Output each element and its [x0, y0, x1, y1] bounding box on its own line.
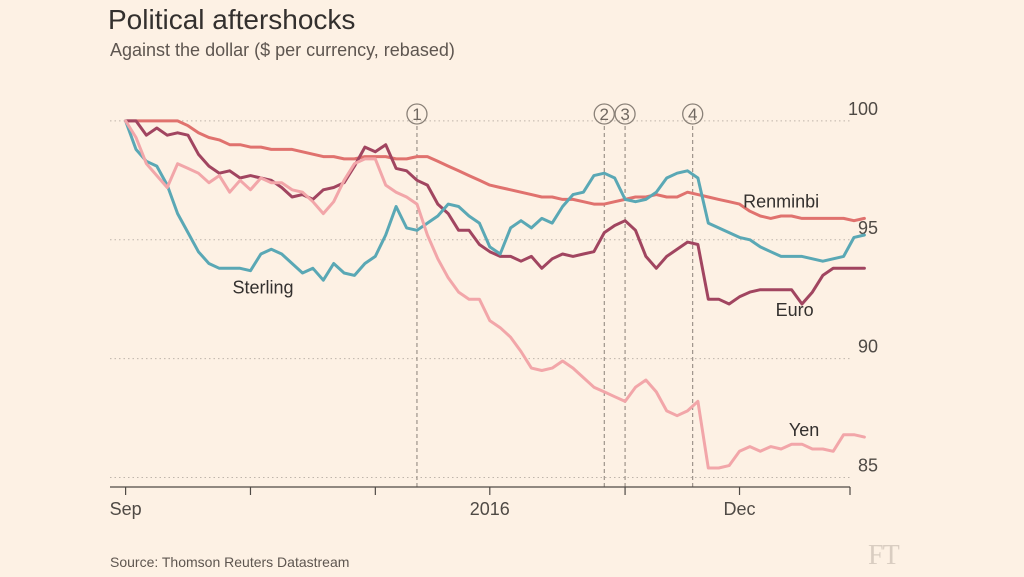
chart-subtitle: Against the dollar ($ per currency, reba… — [110, 40, 455, 60]
y-tick-label-100: 100 — [848, 99, 878, 119]
event-label-2: 2 — [600, 105, 609, 124]
event-label-1: 1 — [412, 105, 421, 124]
x-tick-label-dec: Dec — [724, 499, 756, 519]
x-tick-label-2016: 2016 — [470, 499, 510, 519]
y-tick-label-90: 90 — [858, 337, 878, 357]
ft-logo: FT — [868, 540, 900, 571]
series-label-sterling: Sterling — [232, 277, 293, 297]
chart-title: Political aftershocks — [108, 4, 356, 35]
x-tick-label-sep: Sep — [110, 499, 142, 519]
series-line-sterling — [124, 119, 866, 282]
source-note: Source: Thomson Reuters Datastream — [110, 554, 350, 570]
series-label-yen: Yen — [789, 420, 819, 440]
series-line-renminbi — [124, 119, 866, 223]
series-label-renminbi: Renminbi — [743, 192, 819, 212]
event-marker-2 — [593, 103, 615, 125]
event-marker-3 — [614, 103, 636, 125]
y-tick-label-95: 95 — [858, 218, 878, 238]
series-label-euro: Euro — [776, 300, 814, 320]
series-line-euro — [124, 119, 866, 306]
series-line-yen — [124, 119, 866, 470]
y-tick-label-85: 85 — [858, 455, 878, 475]
event-label-4: 4 — [688, 105, 697, 124]
event-label-3: 3 — [620, 105, 629, 124]
event-marker-1 — [406, 103, 428, 125]
event-marker-4 — [682, 103, 704, 125]
